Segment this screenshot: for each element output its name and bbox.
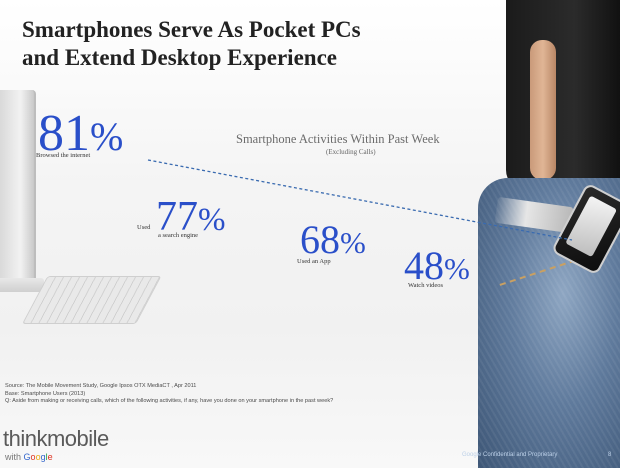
base-line: Base: Smartphone Users (2013)	[5, 390, 86, 397]
value-percent: %	[198, 202, 226, 238]
value-browsed-internet: 81%	[38, 108, 123, 160]
label-used-app: Used an App	[297, 258, 331, 265]
logo-with: with	[5, 452, 22, 462]
page-number: 8	[608, 452, 612, 458]
title-line-2: and Extend Desktop Experience	[22, 45, 337, 70]
logo-with-google: with Google	[5, 452, 53, 462]
google-letter: g	[40, 452, 46, 462]
logo-think: think	[3, 426, 47, 451]
label-browsed-internet: Browsed the internet	[36, 152, 91, 159]
value-watch-videos: 48%	[404, 246, 470, 286]
value-number: 81	[38, 105, 90, 162]
value-percent: %	[340, 225, 366, 260]
monitor	[0, 90, 36, 280]
google-letter: o	[35, 452, 41, 462]
shirt	[506, 0, 620, 190]
label-search-engine-top: Used	[137, 224, 151, 231]
source-line: Source: The Mobile Movement Study, Googl…	[5, 383, 197, 389]
source-notes: Source: The Mobile Movement Study, Googl…	[5, 383, 425, 406]
question-line: Q: Aside from making or receiving calls,…	[5, 398, 334, 405]
value-used-app: 68%	[300, 220, 366, 260]
value-number: 77	[156, 194, 198, 240]
value-number: 48	[404, 243, 444, 288]
chart-subtitle: (Excluding Calls)	[326, 148, 376, 156]
google-letter: G	[23, 452, 31, 462]
google-letter: l	[45, 452, 48, 462]
monitor-stand	[0, 278, 44, 292]
label-watch-videos: Watch videos	[408, 282, 444, 289]
logo-wordmark: thinkmobile	[3, 428, 109, 450]
value-percent: %	[90, 114, 124, 159]
value-number: 68	[300, 217, 340, 262]
slide-title: Smartphones Serve As Pocket PCs and Exte…	[22, 16, 482, 72]
label-search-engine-bottom: a search engine	[158, 232, 199, 239]
google-letter: e	[47, 452, 53, 462]
thinkmobile-logo: thinkmobile with Google	[3, 428, 109, 463]
logo-mobile: mobile	[46, 426, 109, 451]
confidential-footer: Google Confidential and Proprietary	[462, 452, 558, 458]
arm	[530, 40, 556, 180]
chart-title: Smartphone Activities Within Past Week	[236, 132, 440, 146]
title-line-1: Smartphones Serve As Pocket PCs	[22, 17, 361, 42]
value-search-engine: 77%	[156, 196, 226, 238]
value-percent: %	[444, 251, 470, 286]
trend-line	[147, 159, 573, 241]
google-letter: o	[30, 452, 36, 462]
